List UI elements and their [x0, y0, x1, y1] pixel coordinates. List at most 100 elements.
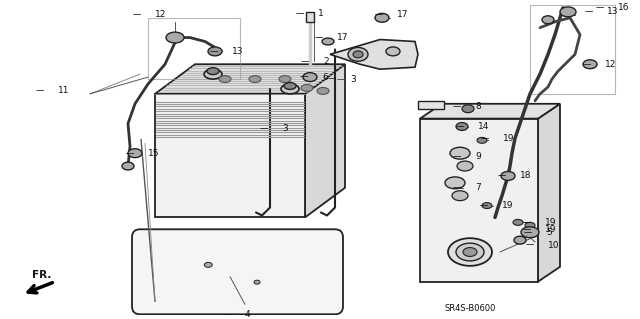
Ellipse shape [583, 60, 597, 69]
Ellipse shape [122, 162, 134, 170]
Text: 19: 19 [502, 201, 513, 210]
Polygon shape [155, 94, 305, 218]
Text: —: — [479, 201, 488, 210]
Text: —: — [498, 171, 506, 181]
Ellipse shape [457, 161, 473, 171]
Ellipse shape [204, 263, 212, 267]
Text: 3: 3 [282, 124, 288, 133]
Text: —: — [315, 33, 323, 42]
Polygon shape [420, 119, 538, 282]
Ellipse shape [204, 69, 222, 79]
Text: 8: 8 [475, 102, 481, 111]
Text: —: — [328, 75, 336, 84]
Text: —: — [300, 73, 308, 82]
Text: —: — [132, 10, 141, 19]
Polygon shape [420, 104, 560, 119]
Ellipse shape [386, 47, 400, 56]
Text: 12: 12 [155, 10, 166, 19]
Ellipse shape [353, 51, 363, 58]
Text: —: — [260, 124, 268, 133]
Text: —: — [301, 57, 309, 66]
Ellipse shape [482, 203, 492, 209]
Text: 17: 17 [337, 33, 349, 42]
Text: 16: 16 [618, 4, 630, 12]
Ellipse shape [166, 32, 184, 43]
Ellipse shape [542, 16, 554, 24]
Text: 19: 19 [545, 218, 557, 227]
Text: —: — [584, 7, 593, 16]
Text: —: — [596, 4, 604, 12]
Text: 6: 6 [322, 73, 328, 82]
Ellipse shape [249, 76, 261, 83]
Ellipse shape [456, 243, 484, 261]
Text: —: — [223, 310, 231, 319]
Ellipse shape [445, 177, 465, 189]
Text: SR4S-B0600: SR4S-B0600 [444, 304, 496, 313]
Text: 19: 19 [545, 225, 557, 234]
Text: —: — [456, 122, 464, 131]
Text: —: — [452, 152, 461, 161]
Text: —: — [582, 60, 591, 69]
Polygon shape [538, 104, 560, 282]
Text: 13: 13 [607, 7, 618, 16]
Text: 3: 3 [350, 75, 356, 84]
Text: 9: 9 [475, 152, 481, 161]
Text: 1: 1 [318, 9, 324, 18]
Text: 4: 4 [245, 310, 251, 319]
Ellipse shape [521, 227, 539, 238]
Ellipse shape [281, 84, 299, 94]
Text: 15: 15 [148, 149, 159, 158]
Text: 13: 13 [232, 47, 243, 56]
Text: FR.: FR. [32, 270, 52, 280]
Ellipse shape [462, 105, 474, 113]
Text: —: — [296, 9, 304, 18]
Ellipse shape [448, 238, 492, 266]
Text: —: — [523, 225, 531, 234]
FancyBboxPatch shape [132, 229, 343, 314]
Ellipse shape [348, 48, 368, 61]
Ellipse shape [279, 76, 291, 83]
Ellipse shape [456, 122, 468, 130]
Ellipse shape [317, 87, 329, 94]
Text: 12: 12 [605, 60, 616, 69]
Ellipse shape [303, 73, 317, 82]
Text: —: — [481, 134, 489, 143]
Text: 14: 14 [478, 122, 490, 131]
Ellipse shape [254, 280, 260, 284]
Polygon shape [330, 40, 418, 69]
Text: —: — [36, 86, 44, 95]
Ellipse shape [514, 236, 526, 244]
Text: 2: 2 [323, 57, 328, 66]
Text: —: — [374, 10, 383, 19]
Ellipse shape [208, 47, 222, 56]
Text: —: — [525, 241, 534, 249]
Text: 18: 18 [520, 171, 531, 181]
Polygon shape [418, 101, 444, 109]
Ellipse shape [463, 248, 477, 256]
Text: 17: 17 [397, 10, 408, 19]
Text: —: — [125, 149, 134, 158]
Text: 19: 19 [503, 134, 515, 143]
Text: 10: 10 [548, 241, 559, 249]
Polygon shape [155, 64, 345, 94]
Ellipse shape [452, 191, 468, 201]
Text: 5: 5 [546, 228, 552, 237]
Ellipse shape [560, 7, 576, 17]
Ellipse shape [477, 137, 487, 143]
Ellipse shape [501, 172, 515, 180]
Text: 11: 11 [58, 86, 70, 95]
Text: —: — [452, 183, 461, 192]
Ellipse shape [322, 38, 334, 45]
Ellipse shape [525, 222, 535, 228]
Ellipse shape [450, 147, 470, 159]
Ellipse shape [284, 83, 296, 89]
Text: —: — [524, 228, 532, 237]
Ellipse shape [375, 13, 389, 22]
Bar [306, 12, 314, 22]
Text: —: — [452, 102, 461, 111]
Ellipse shape [128, 149, 142, 158]
Text: —: — [210, 47, 218, 56]
Ellipse shape [301, 85, 313, 92]
Text: 7: 7 [475, 183, 481, 192]
Ellipse shape [219, 76, 231, 83]
